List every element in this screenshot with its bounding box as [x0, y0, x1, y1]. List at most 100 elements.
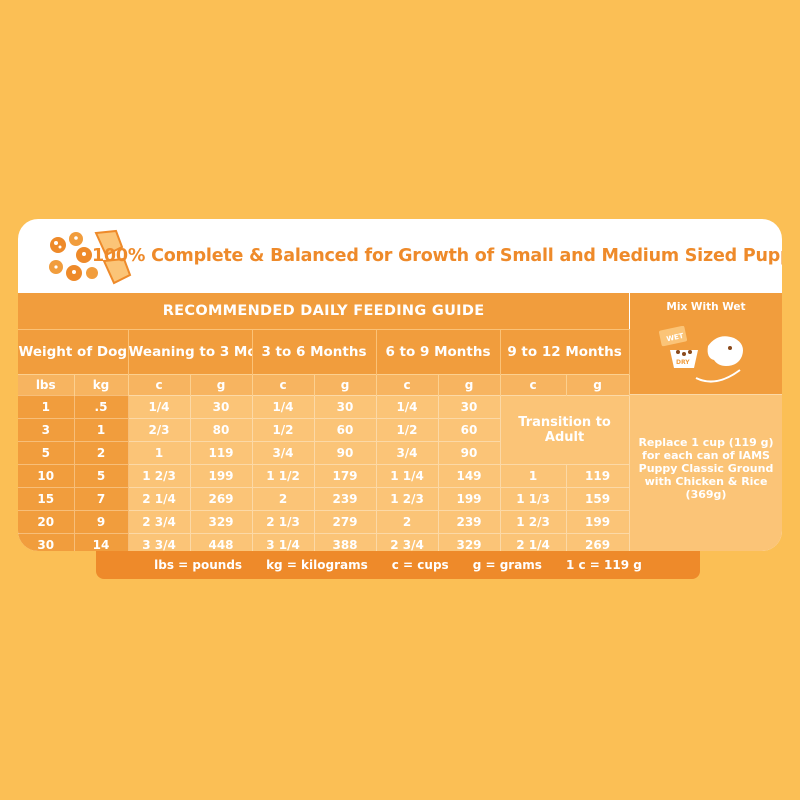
cell-grams: 199 [190, 464, 253, 488]
mix-with-wet-panel: Mix With Wet WET DRY Replace 1 cup (119 … [630, 293, 782, 551]
cell-cups: 2 3/4 [128, 510, 191, 534]
cell-grams: 30 [438, 395, 501, 419]
cell-cups: 3 1/4 [252, 533, 315, 551]
cell-kg: 5 [74, 464, 129, 488]
legend-bar: lbs = pounds kg = kilograms c = cups g =… [96, 551, 700, 579]
replace-text: Replace 1 cup (119 g) for each can of IA… [638, 436, 774, 501]
cell-grams: 30 [190, 395, 253, 419]
cell-cups: 2 1/4 [500, 533, 567, 551]
table-row: 15 7 2 1/4 269 2 239 1 2/3 199 1 1/3 159 [18, 487, 630, 511]
cell-grams: 269 [566, 533, 630, 551]
cell-grams: 199 [438, 487, 501, 511]
cell-cups: 3 3/4 [128, 533, 191, 551]
table-row: 5 2 1 119 3/4 90 3/4 90 [18, 441, 629, 465]
legend-item: g = grams [472, 558, 542, 572]
cell-grams: 119 [566, 464, 630, 488]
unit-cups: c [128, 374, 191, 396]
cell-cups: 3/4 [252, 441, 315, 465]
cell-cups: 1 2/3 [128, 464, 191, 488]
cell-cups: 1/4 [252, 395, 315, 419]
cell-grams: 179 [314, 464, 377, 488]
cell-cups: 1 [128, 441, 191, 465]
cell-cups: 1 1/3 [500, 487, 567, 511]
unit-grams: g [190, 374, 253, 396]
age-header-row: Weight of Dog Weaning to 3 Months 3 to 6… [18, 329, 630, 375]
table-row: 10 5 1 2/3 199 1 1/2 179 1 1/4 149 1 119 [18, 464, 630, 488]
cell-cups: 2 1/3 [252, 510, 315, 534]
cell-cups: 2 3/4 [376, 533, 439, 551]
cell-grams: 30 [314, 395, 377, 419]
cell-grams: 329 [438, 533, 501, 551]
cell-cups: 2/3 [128, 418, 191, 442]
cell-cups: 2 [376, 510, 439, 534]
legend-item: c = cups [391, 558, 449, 572]
cell-kg: 14 [74, 533, 129, 551]
weight-header: Weight of Dog [18, 329, 129, 375]
table-row: 3 1 2/3 80 1/2 60 1/2 60 [18, 418, 629, 442]
table-title-row: RECOMMENDED DAILY FEEDING GUIDE [18, 293, 630, 330]
cell-cups: 1/4 [128, 395, 191, 419]
unit-cups: c [376, 374, 439, 396]
cell-lbs: 20 [18, 510, 75, 534]
legend-item: kg = kilograms [266, 558, 368, 572]
cell-lbs: 15 [18, 487, 75, 511]
cell-grams: 199 [566, 510, 630, 534]
replace-instructions: Replace 1 cup (119 g) for each can of IA… [630, 394, 782, 551]
age-header-weaning: Weaning to 3 Months [128, 329, 253, 375]
unit-grams: g [566, 374, 630, 396]
cell-kg: 7 [74, 487, 129, 511]
feeding-table-area: RECOMMENDED DAILY FEEDING GUIDE Weight o… [18, 293, 782, 551]
cell-cups: 1 2/3 [500, 510, 567, 534]
unit-header-row: lbs kg c g c g c g c g [18, 374, 630, 396]
cell-grams: 239 [438, 510, 501, 534]
age-header-6-9: 6 to 9 Months [376, 329, 501, 375]
cell-grams: 60 [314, 418, 377, 442]
cell-grams: 149 [438, 464, 501, 488]
unit-grams: g [438, 374, 501, 396]
table-row: 20 9 2 3/4 329 2 1/3 279 2 239 1 2/3 199 [18, 510, 630, 534]
dry-label: DRY [676, 359, 690, 366]
mix-with-wet-header: Mix With Wet WET DRY [630, 293, 782, 394]
cell-grams: 279 [314, 510, 377, 534]
cell-grams: 448 [190, 533, 253, 551]
mix-with-wet-title: Mix With Wet [666, 301, 746, 313]
cell-lbs: 30 [18, 533, 75, 551]
card-header: 100% Complete & Balanced for Growth of S… [18, 219, 782, 293]
cell-grams: 90 [314, 441, 377, 465]
cell-kg: .5 [74, 395, 129, 419]
cell-lbs: 10 [18, 464, 75, 488]
guide-title: RECOMMENDED DAILY FEEDING GUIDE [18, 293, 630, 330]
cell-grams: 329 [190, 510, 253, 534]
age-header-3-6: 3 to 6 Months [252, 329, 377, 375]
cell-kg: 2 [74, 441, 129, 465]
transition-to-adult-cell: Transition to Adult [500, 395, 630, 465]
cell-grams: 60 [438, 418, 501, 442]
cell-grams: 90 [438, 441, 501, 465]
unit-cups: c [500, 374, 567, 396]
puppy-bowl-icon: WET DRY [658, 326, 743, 383]
cell-grams: 269 [190, 487, 253, 511]
cell-cups: 1 1/2 [252, 464, 315, 488]
cell-cups: 1 2/3 [376, 487, 439, 511]
feeding-guide-card: 100% Complete & Balanced for Growth of S… [18, 219, 782, 551]
cell-cups: 2 [252, 487, 315, 511]
cell-cups: 1/4 [376, 395, 439, 419]
table-row: 1 .5 1/4 30 1/4 30 1/4 30 Transition to … [18, 395, 630, 465]
unit-kg: kg [74, 374, 129, 396]
kibble-scoop-icon [49, 229, 132, 285]
table-row: 30 14 3 3/4 448 3 1/4 388 2 3/4 329 2 1/… [18, 533, 630, 551]
cell-grams: 159 [566, 487, 630, 511]
cell-kg: 9 [74, 510, 129, 534]
cell-cups: 2 1/4 [128, 487, 191, 511]
unit-lbs: lbs [18, 374, 75, 396]
age-header-9-12: 9 to 12 Months [500, 329, 630, 375]
unit-grams: g [314, 374, 377, 396]
legend-item: 1 c = 119 g [565, 558, 642, 572]
cell-kg: 1 [74, 418, 129, 442]
cell-cups: 1 [500, 464, 567, 488]
unit-cups: c [252, 374, 315, 396]
cell-grams: 80 [190, 418, 253, 442]
legend-item: lbs = pounds [154, 558, 243, 572]
cell-cups: 3/4 [376, 441, 439, 465]
cell-cups: 1/2 [252, 418, 315, 442]
